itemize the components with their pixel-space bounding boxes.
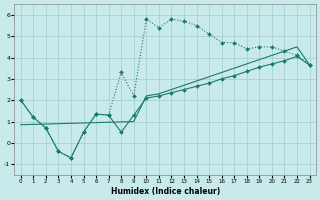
X-axis label: Humidex (Indice chaleur): Humidex (Indice chaleur)	[110, 187, 220, 196]
